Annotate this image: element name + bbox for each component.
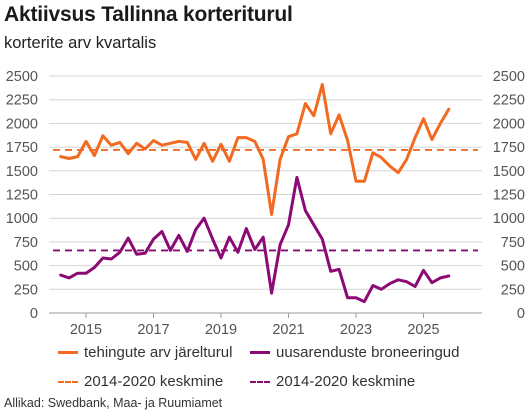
- x-tick-2021: 2021: [272, 322, 304, 338]
- y-tick-left-1500: 1500: [6, 164, 38, 180]
- y-tick-left-2500: 2500: [6, 69, 38, 85]
- x-tick-2023: 2023: [340, 322, 372, 338]
- legend-label-purple-avg: 2014-2020 keskmine: [276, 373, 416, 390]
- series-line-uusarendused: [59, 175, 451, 304]
- legend-item-purple-avg: 2014-2020 keskmine: [250, 373, 415, 390]
- legend-item-tehingute: tehingute arv järelturul: [58, 344, 232, 361]
- series-lines: [59, 83, 451, 304]
- legend-swatch-orange-dashed: [58, 380, 78, 383]
- gridlines: [49, 75, 482, 314]
- y-tick-right-1250: 1250: [493, 188, 525, 204]
- x-tick-2025: 2025: [407, 322, 439, 338]
- x-tick-2019: 2019: [205, 322, 237, 338]
- reference-lines: [53, 149, 478, 252]
- x-tick-2017: 2017: [137, 322, 169, 338]
- series-line-tehingute: [59, 83, 451, 216]
- chart-subtitle: korterite arv kvartalis: [4, 34, 157, 52]
- y-tick-right-1000: 1000: [493, 211, 525, 227]
- legend-item-uusarendused: uusarenduste broneeringud: [250, 344, 459, 361]
- y-axis-left: 0 250 500 750 1000 1250 1500 1750 2000 2250 2500: [6, 69, 38, 322]
- legend-swatch-purple-dashed: [250, 380, 270, 383]
- y-tick-left-2000: 2000: [6, 116, 38, 132]
- y-tick-right-500: 500: [501, 259, 525, 275]
- legend-swatch-orange: [58, 351, 78, 354]
- legend-item-orange-avg: 2014-2020 keskmine: [58, 373, 223, 390]
- legend-label-tehingute: tehingute arv järelturul: [84, 344, 233, 361]
- y-tick-left-1750: 1750: [6, 140, 38, 156]
- chart-title: Aktiivsus Tallinna korteriturul: [4, 3, 293, 26]
- y-tick-left-750: 750: [14, 235, 38, 251]
- y-tick-right-0: 0: [517, 306, 525, 322]
- legend-label-uusarendused: uusarenduste broneeringud: [276, 344, 460, 361]
- y-tick-left-1000: 1000: [6, 211, 38, 227]
- y-tick-right-1750: 1750: [493, 140, 525, 156]
- y-tick-right-2250: 2250: [493, 93, 525, 109]
- y-tick-left-0: 0: [30, 306, 38, 322]
- y-tick-right-2000: 2000: [493, 116, 525, 132]
- y-tick-left-250: 250: [14, 282, 38, 298]
- x-tick-2015: 2015: [70, 322, 102, 338]
- y-tick-right-1500: 1500: [493, 164, 525, 180]
- y-tick-right-750: 750: [501, 235, 525, 251]
- y-axis-right: 0 250 500 750 1000 1250 1500 1750 2000 2250 2500: [493, 69, 525, 322]
- y-tick-left-500: 500: [14, 259, 38, 275]
- y-tick-right-250: 250: [501, 282, 525, 298]
- legend-label-orange-avg: 2014-2020 keskmine: [84, 373, 224, 390]
- y-tick-right-2500: 2500: [493, 69, 525, 85]
- y-tick-left-1250: 1250: [6, 188, 38, 204]
- y-tick-left-2250: 2250: [6, 93, 38, 109]
- source-note: Allikad: Swedbank, Maa- ja Ruumiamet: [4, 396, 223, 410]
- x-axis: 2015 2017 2019 2021 2023 2025: [70, 313, 440, 338]
- legend-swatch-purple: [250, 351, 270, 354]
